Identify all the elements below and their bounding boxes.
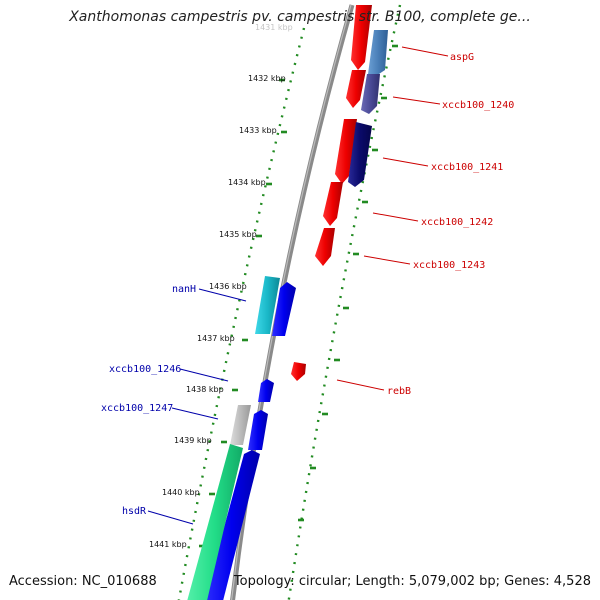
cog-xccb100-1241[interactable] bbox=[348, 122, 372, 187]
cds-xccb100-1247-blue[interactable] bbox=[248, 410, 268, 450]
outer-ring-ticks bbox=[298, 44, 398, 522]
gene-label-xccb100-1240[interactable]: xccb100_1240 bbox=[442, 100, 514, 111]
gene-label-xccb100-1242[interactable]: xccb100_1242 bbox=[421, 217, 493, 228]
topology-summary: Topology: circular; Length: 5,079,002 bp… bbox=[233, 574, 591, 589]
forward-gene-labels: aspG xccb100_1240 xccb100_1241 xccb100_1… bbox=[387, 52, 514, 397]
cog-aspG[interactable] bbox=[368, 30, 388, 74]
cog-xccb100-1240[interactable] bbox=[361, 74, 380, 114]
cds-xccb100-1241[interactable] bbox=[335, 119, 357, 184]
gene-label-xccb100-1241[interactable]: xccb100_1241 bbox=[431, 162, 503, 173]
reverse-cog-track bbox=[186, 276, 280, 600]
gene-label-aspG[interactable]: aspG bbox=[450, 52, 474, 63]
ruler-label: 1441 kbp bbox=[149, 540, 187, 549]
cds-hsdR-blue[interactable] bbox=[203, 450, 260, 600]
gene-label-xccb100-1243[interactable]: xccb100_1243 bbox=[413, 260, 485, 271]
ruler-label: 1439 kbp bbox=[174, 436, 212, 445]
ruler-label: 1433 kbp bbox=[239, 126, 277, 135]
ruler-label: 1438 kbp bbox=[186, 385, 224, 394]
ruler-labels: 1431 kbp 1432 kbp 1433 kbp 1434 kbp 1435… bbox=[149, 23, 293, 549]
ruler-label: 1437 kbp bbox=[197, 334, 235, 343]
cog-nanH-cyan[interactable] bbox=[255, 276, 280, 334]
reverse-gene-labels: nanH xccb100_1246 xccb100_1247 hsdR bbox=[101, 284, 196, 517]
cds-xccb100-1246-blue[interactable] bbox=[258, 379, 274, 402]
cog-xccb100-1247-grey[interactable] bbox=[230, 405, 251, 445]
ruler-label: 1432 kbp bbox=[248, 74, 286, 83]
inner-tick-ring bbox=[177, 27, 306, 600]
accession-text: Accession: NC_010688 bbox=[9, 574, 157, 589]
ruler-label: 1435 kbp bbox=[219, 230, 257, 239]
forward-cog-track bbox=[348, 30, 388, 187]
map-title: Xanthomonas campestris pv. campestris st… bbox=[69, 9, 531, 25]
reverse-label-leaders bbox=[147, 288, 247, 525]
ruler-label: 1431 kbp bbox=[255, 23, 293, 32]
ruler-label: 1440 kbp bbox=[162, 488, 200, 497]
ruler-label: 1434 kbp bbox=[228, 178, 266, 187]
gene-label-xccb100-1246[interactable]: xccb100_1246 bbox=[109, 364, 181, 375]
cds-nanH-blue[interactable] bbox=[272, 282, 296, 336]
cds-aspG[interactable] bbox=[351, 5, 372, 70]
gene-label-hsdR[interactable]: hsdR bbox=[122, 506, 147, 517]
gene-label-xccb100-1247[interactable]: xccb100_1247 bbox=[101, 403, 173, 414]
gene-label-rebB[interactable]: rebB bbox=[387, 386, 411, 397]
cog-hsdR-green[interactable] bbox=[186, 444, 243, 600]
cds-xccb100-1240[interactable] bbox=[346, 70, 366, 108]
gene-label-nanH[interactable]: nanH bbox=[172, 284, 196, 295]
forward-label-leaders bbox=[336, 46, 449, 391]
cds-xccb100-1243[interactable] bbox=[315, 228, 335, 266]
reverse-cds-track bbox=[203, 282, 296, 600]
cds-xccb100-1242[interactable] bbox=[323, 182, 343, 226]
cds-rebB[interactable] bbox=[291, 362, 306, 381]
ruler-major-ticks bbox=[199, 78, 287, 548]
forward-cds-track bbox=[291, 5, 372, 381]
outer-tick-ring bbox=[287, 4, 402, 600]
ruler-label: 1436 kbp bbox=[209, 282, 247, 291]
